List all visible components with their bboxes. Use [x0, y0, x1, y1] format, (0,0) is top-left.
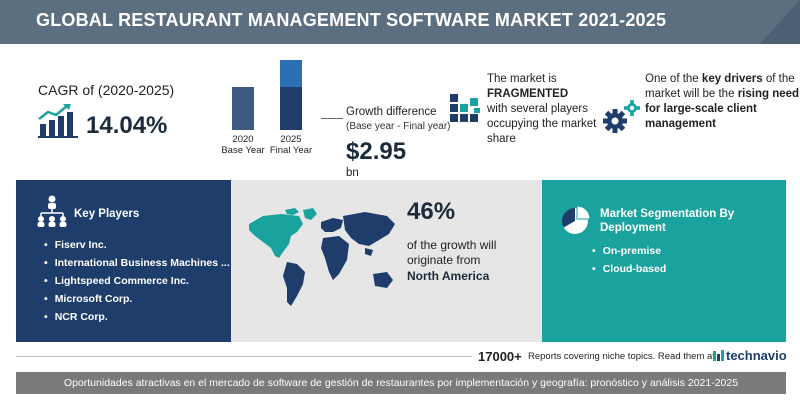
drivers-highlight-2: rising need for large-scale client manag…: [645, 88, 800, 130]
growth-value: $2.95: [346, 138, 407, 165]
segmentation-title: Market Segmentation By Deployment: [600, 208, 735, 234]
bar-base-year: [232, 86, 254, 130]
key-players-title: Key Players: [74, 208, 140, 220]
fragmented-line1: The market is: [487, 73, 557, 85]
key-players-panel: Key Players Fiserv Inc. International Bu…: [16, 180, 231, 342]
geography-text: of the growth will originate from: [407, 238, 497, 267]
key-players-list: Fiserv Inc. International Business Machi…: [44, 236, 230, 326]
header-banner: GLOBAL RESTAURANT MANAGEMENT SOFTWARE MA…: [0, 0, 800, 44]
bar-final-year-base: [280, 86, 302, 130]
footer: 17000+ Reports covering niche topics. Re…: [16, 342, 787, 372]
fragmented-line2: with several players occupying the marke…: [487, 103, 597, 145]
list-item: Lightspeed Commerce Inc.: [44, 272, 230, 290]
bar-year-label: 2020: [232, 134, 254, 145]
segmentation-list: On-premise Cloud-based: [592, 242, 667, 278]
reports-text: Reports covering niche topics. Read them…: [528, 351, 715, 362]
list-item: International Business Machines ...: [44, 254, 230, 272]
drivers-middle: of the market will be the: [645, 73, 795, 100]
list-item: NCR Corp.: [44, 308, 230, 326]
geography-panel: 46% of the growth will originate from No…: [231, 180, 542, 342]
header-decoration-icon: [760, 0, 800, 44]
geography-region: North America: [407, 269, 490, 283]
drivers-prefix: One of the: [645, 73, 699, 85]
fragmented-highlight: FRAGMENTED: [487, 88, 569, 100]
brand-link[interactable]: technavio: [726, 348, 787, 363]
bar-caption-label: Final Year: [269, 145, 313, 156]
bar-year-label: 2025: [280, 134, 302, 145]
blocks-icon: [450, 94, 480, 122]
drivers-highlight-1: key drivers: [701, 73, 763, 85]
divider: [16, 356, 472, 357]
segmentation-panel: Market Segmentation By Deployment On-pre…: [542, 180, 786, 342]
list-item: Fiserv Inc.: [44, 236, 230, 254]
list-item: On-premise: [592, 242, 666, 260]
growth-label: Growth difference: [346, 106, 437, 118]
world-map-icon: [249, 208, 395, 306]
pie-chart-icon: [561, 206, 590, 234]
bar-label: 2025 Final Year: [261, 134, 321, 156]
bar-label: 2020 Base Year: [213, 134, 273, 156]
geography-percent: 46%: [407, 198, 456, 225]
page-title: GLOBAL RESTAURANT MANAGEMENT SOFTWARE MA…: [36, 10, 667, 30]
bar-caption-label: Base Year: [221, 145, 265, 156]
fragmented-text: The market is FRAGMENTED with several pl…: [487, 72, 617, 147]
cagr-label: CAGR of (2020-2025): [38, 82, 175, 98]
cagr-value: 14.04%: [86, 112, 168, 139]
growth-sublabel: (Base year - Final year): [346, 121, 451, 132]
bar-chart-growth-icon: [38, 104, 78, 138]
bar-final-year-growth: [280, 60, 302, 87]
gears-icon: [603, 100, 640, 133]
growth-unit: bn: [346, 167, 359, 179]
list-item: Cloud-based: [592, 260, 667, 278]
technavio-logo-icon: [713, 350, 724, 361]
drivers-text: One of the key drivers of the market wil…: [645, 72, 800, 132]
connector-line: [321, 118, 343, 119]
summary-section: CAGR of (2020-2025) 14.04% 2020 Base Year…: [16, 44, 799, 180]
reports-count: 17000+: [478, 349, 522, 364]
details-section: Key Players Fiserv Inc. International Bu…: [16, 180, 786, 342]
people-network-icon: [37, 195, 67, 227]
caption-bar: Oportunidades atractivas en el mercado d…: [16, 372, 786, 394]
list-item: Microsoft Corp.: [44, 290, 230, 308]
